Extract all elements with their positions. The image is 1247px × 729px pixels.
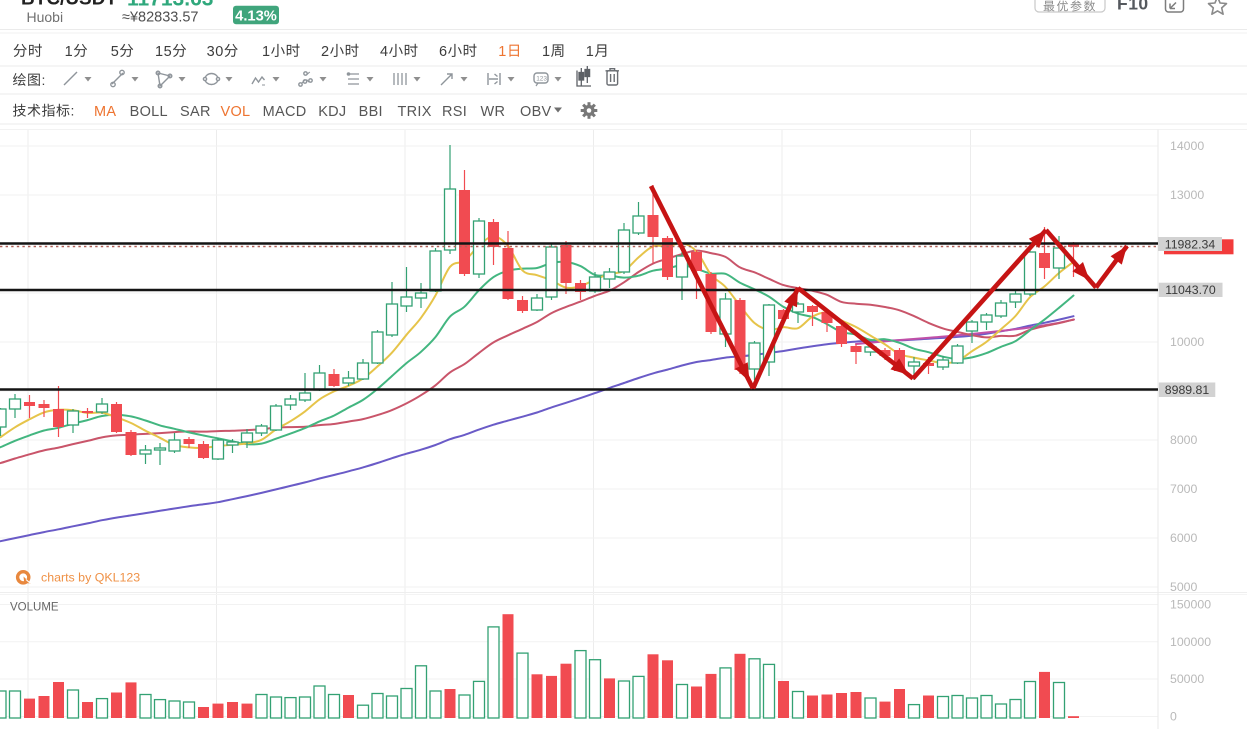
svg-text:MA: MA	[94, 104, 116, 120]
svg-text:5: 5	[164, 44, 172, 60]
svg-text:11982.34: 11982.34	[1165, 237, 1216, 251]
svg-text:≈¥82833.57: ≈¥82833.57	[122, 10, 199, 26]
svg-text:KDJ: KDJ	[318, 104, 346, 120]
svg-text:6000: 6000	[1170, 531, 1198, 545]
svg-text:10000: 10000	[1170, 335, 1204, 349]
svg-text:14000: 14000	[1170, 139, 1204, 153]
svg-text:5: 5	[111, 44, 119, 60]
svg-text:BOLL: BOLL	[130, 104, 168, 120]
svg-text:1: 1	[155, 44, 163, 60]
svg-text:MACD: MACD	[263, 104, 307, 120]
svg-text:13000: 13000	[1170, 188, 1204, 202]
svg-text:1: 1	[542, 44, 550, 60]
svg-text:0: 0	[215, 44, 223, 60]
svg-text:50000: 50000	[1170, 672, 1204, 686]
svg-text:4: 4	[380, 44, 388, 60]
svg-text:7000: 7000	[1170, 482, 1198, 496]
svg-text:11713.63: 11713.63	[127, 0, 213, 10]
svg-text:6: 6	[439, 44, 447, 60]
svg-text:3: 3	[207, 44, 215, 60]
svg-text:8000: 8000	[1170, 433, 1198, 447]
svg-text:8989.81: 8989.81	[1165, 383, 1210, 397]
svg-text:charts by QKL123: charts by QKL123	[41, 571, 140, 585]
svg-text:4.13%: 4.13%	[235, 8, 277, 24]
svg-text:SAR: SAR	[180, 104, 211, 120]
svg-text:TRIX: TRIX	[398, 104, 432, 120]
svg-text:F10: F10	[1117, 0, 1149, 14]
svg-text:5000: 5000	[1170, 580, 1198, 594]
svg-text:1: 1	[498, 44, 506, 60]
svg-text:1: 1	[65, 44, 73, 60]
svg-text:100000: 100000	[1170, 635, 1211, 649]
svg-text:BTC/USDT: BTC/USDT	[21, 0, 117, 10]
svg-text:150000: 150000	[1170, 598, 1211, 612]
svg-text::: :	[42, 72, 46, 88]
svg-text:11043.70: 11043.70	[1165, 283, 1216, 297]
svg-text:BBI: BBI	[359, 104, 383, 120]
svg-text:0: 0	[1170, 710, 1177, 724]
svg-text:RSI: RSI	[442, 104, 467, 120]
svg-text:VOLUME: VOLUME	[10, 602, 59, 614]
svg-text:OBV: OBV	[520, 104, 552, 120]
svg-text:Huobi: Huobi	[27, 9, 64, 25]
svg-text:2: 2	[321, 44, 329, 60]
svg-text::: :	[71, 103, 75, 119]
svg-text:WR: WR	[481, 104, 506, 120]
svg-text:VOL: VOL	[221, 104, 251, 120]
svg-text:123: 123	[536, 76, 547, 83]
svg-text:1: 1	[262, 44, 270, 60]
svg-text:1: 1	[586, 44, 594, 60]
